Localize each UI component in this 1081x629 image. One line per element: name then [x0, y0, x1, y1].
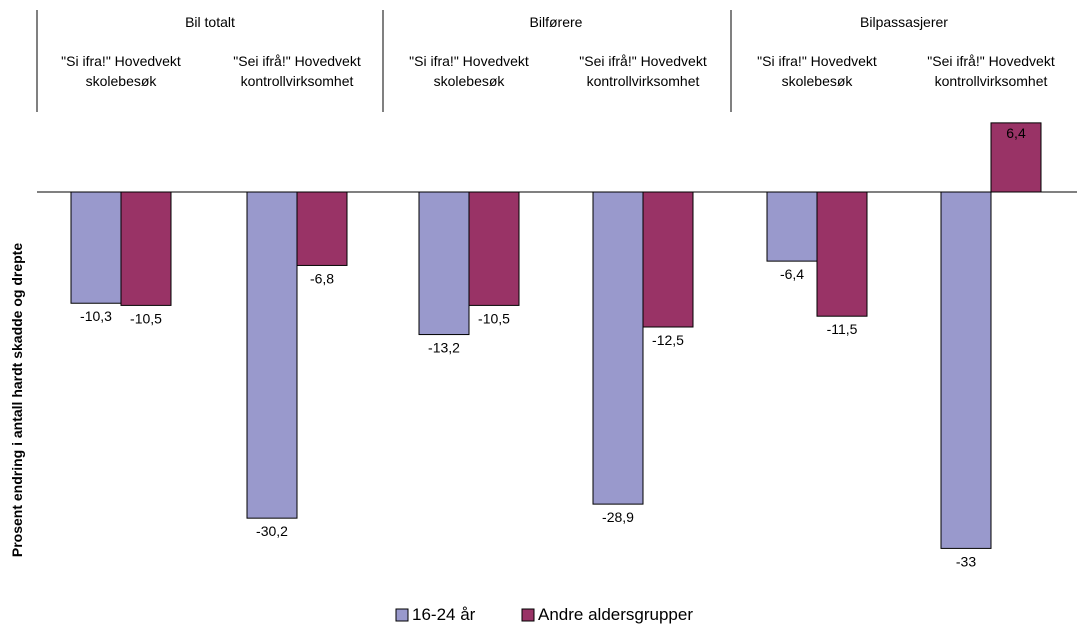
data-label: -6,4 [780, 266, 804, 282]
bar-16-24 [418, 191, 470, 336]
y-axis-label: Prosent endring i antall hardt skadde og… [9, 243, 25, 557]
bars [70, 122, 1042, 549]
data-label: -10,5 [478, 310, 510, 326]
category-headers: Bil totalt "Si ifra!" Hovedvekt skolebesøk… [36, 10, 1055, 112]
category-label-line1: "Si ifra!" Hovedvekt [757, 53, 877, 69]
category-label-line2: skolebesøk [782, 73, 854, 89]
data-label: -11,5 [827, 321, 858, 337]
bar-16-24 [246, 191, 298, 519]
group-label: Bil totalt [185, 14, 235, 30]
category-label-line1: "Si ifra!" Hovedvekt [61, 53, 181, 69]
legend-label: 16-24 år [412, 605, 476, 624]
bar-andre-aldersgrupper [642, 191, 694, 328]
legend: 16-24 år Andre aldersgrupper [395, 605, 693, 624]
data-label: -6,8 [310, 270, 334, 286]
data-label: -10,3 [80, 308, 112, 324]
category-label-line1: "Sei ifrå!" Hovedvekt [579, 53, 707, 69]
bar-16-24 [70, 191, 122, 304]
category-label-line1: "Si ifra!" Hovedvekt [409, 53, 529, 69]
data-label: -12,5 [652, 332, 684, 348]
category-label-line2: kontrollvirksomhet [241, 73, 354, 89]
category-label-line2: kontrollvirksomhet [935, 73, 1048, 89]
legend-swatch [521, 608, 535, 622]
group-label: Bilpassasjerer [860, 14, 948, 30]
category-label-line2: skolebesøk [434, 73, 506, 89]
category-label-line2: skolebesøk [86, 73, 158, 89]
bar-andre-aldersgrupper [990, 122, 1042, 193]
bar-16-24 [940, 191, 992, 549]
category-label-line1: "Sei ifrå!" Hovedvekt [927, 53, 1055, 69]
group-label: Bilførere [530, 14, 583, 30]
data-label: -13,2 [428, 340, 460, 356]
data-label: -33 [956, 553, 976, 569]
data-label: -28,9 [602, 509, 634, 525]
legend-swatch [395, 608, 409, 622]
data-label: -10,5 [130, 310, 162, 326]
bar-16-24 [766, 191, 818, 262]
legend-label: Andre aldersgrupper [538, 605, 693, 624]
data-label: -30,2 [256, 523, 288, 539]
bar-andre-aldersgrupper [120, 191, 172, 306]
bar-16-24 [592, 191, 644, 505]
bar-andre-aldersgrupper [296, 191, 348, 266]
data-labels: -10,3 -30,2 -13,2 -28,9 -6,4 -33 -10,5 -6,8 -10,… [80, 125, 1026, 570]
bar-andre-aldersgrupper [816, 191, 868, 317]
category-label-line1: "Sei ifrå!" Hovedvekt [233, 53, 361, 69]
data-label: 6,4 [1006, 125, 1026, 141]
bar-andre-aldersgrupper [468, 191, 520, 306]
category-label-line2: kontrollvirksomhet [587, 73, 700, 89]
